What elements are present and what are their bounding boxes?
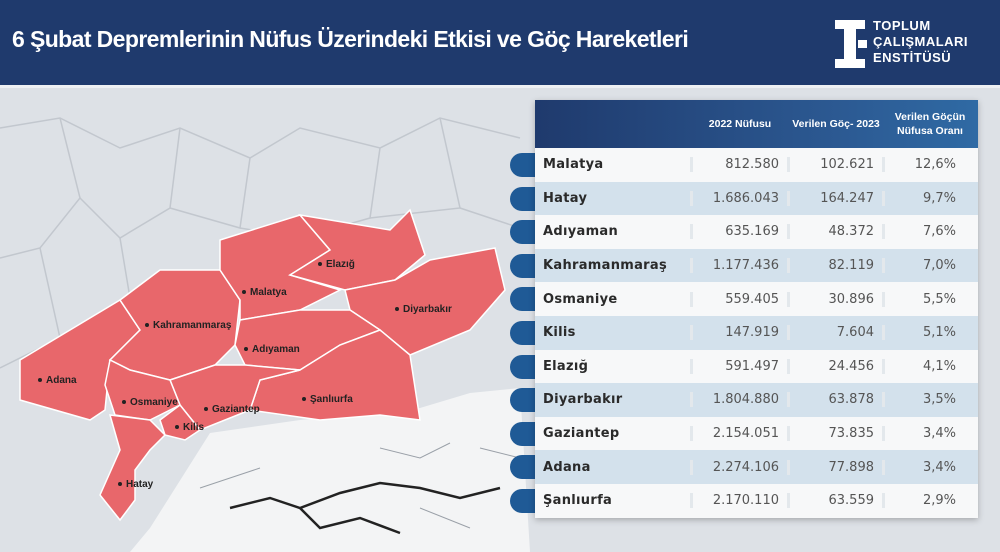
province-hatay — [99, 414, 167, 522]
cell-migration: 102.621 — [820, 157, 874, 173]
cell-population: 1.686.043 — [690, 190, 790, 206]
table-header: 2022 Nüfusu Verilen Göç- 2023 Verilen Gö… — [535, 100, 978, 148]
map-label-malatya: Malatya — [242, 287, 287, 298]
cell-province: Gaziantep — [543, 426, 620, 442]
table-row: Adana 2.274.106 77.898 3,4% — [535, 450, 978, 484]
minor-cracks — [199, 442, 521, 529]
cell-province: Şanlıurfa — [543, 493, 613, 509]
map: Elazığ Malatya Diyarbakır Kahramanmaraş … — [0, 88, 1000, 552]
cell-population: 2.274.106 — [690, 459, 790, 475]
logo-line: TOPLUM — [873, 18, 931, 33]
cell-population: 2.154.051 — [690, 426, 790, 442]
row-marker — [510, 186, 535, 211]
cell-population: 812.580 — [690, 157, 790, 173]
table-row: Şanlıurfa 2.170.110 63.559 2,9% — [535, 483, 978, 518]
map-shapes — [0, 117, 530, 552]
row-marker — [510, 455, 535, 480]
cell-migration: 82.119 — [828, 258, 875, 274]
cell-province: Diyarbakır — [543, 392, 623, 408]
map-label-adana: Adana — [38, 375, 77, 386]
table-row: Gaziantep 2.154.051 73.835 3,4% — [535, 416, 978, 451]
row-marker — [510, 421, 535, 446]
cell-migration: 30.896 — [828, 291, 875, 307]
row-marker — [510, 388, 535, 413]
col-header-province — [535, 100, 690, 148]
cell-population: 559.405 — [690, 291, 790, 307]
cell-migration: 24.456 — [828, 358, 875, 374]
cell-ratio: 12,6% — [882, 157, 978, 173]
logo-line: ÇALIŞMALARI — [873, 34, 969, 49]
cell-ratio: 3,4% — [882, 459, 978, 475]
logo-line: ENSTİTÜSÜ — [873, 50, 952, 65]
row-marker — [510, 489, 535, 513]
table-row: Kahramanmaraş 1.177.436 82.119 7,0% — [535, 248, 978, 283]
row-marker — [510, 287, 535, 312]
cell-ratio: 7,6% — [882, 224, 978, 240]
logo-mark-icon — [835, 20, 867, 68]
cell-migration: 73.835 — [828, 426, 875, 442]
cell-migration: 63.559 — [828, 493, 875, 509]
table-row: Malatya 812.580 102.621 12,6% — [535, 148, 978, 182]
cell-province: Kahramanmaraş — [543, 258, 667, 274]
cell-ratio: 3,4% — [882, 426, 978, 442]
cell-population: 635.169 — [690, 224, 790, 240]
row-marker — [510, 253, 535, 278]
cell-province: Adana — [543, 459, 591, 475]
map-label-sanliurfa: Şanlıurfa — [302, 394, 353, 405]
logo: TOPLUM ÇALIŞMALARI ENSTİTÜSÜ — [835, 18, 985, 72]
fault-lines — [229, 481, 501, 535]
col-header-population: 2022 Nüfusu — [708, 118, 772, 130]
map-label-hatay: Hatay — [118, 479, 153, 490]
cell-province: Adıyaman — [543, 224, 619, 240]
page-title: 6 Şubat Depremlerinin Nüfus Üzerindeki E… — [12, 26, 689, 52]
map-label-kilis: Kilis — [175, 422, 204, 433]
table-row: Kilis 147.919 7.604 5,1% — [535, 315, 978, 350]
cell-ratio: 3,5% — [882, 392, 978, 408]
map-label-kahramanmaras: Kahramanmaraş — [145, 320, 231, 331]
cell-population: 1.177.436 — [690, 258, 790, 274]
col-header-migration: Verilen Göç- 2023 — [792, 118, 880, 130]
cell-population: 147.919 — [690, 325, 790, 341]
map-label-gaziantep: Gaziantep — [204, 404, 260, 415]
row-marker — [510, 153, 535, 177]
cell-population: 591.497 — [690, 358, 790, 374]
cell-ratio: 5,5% — [882, 291, 978, 307]
cell-province: Malatya — [543, 157, 604, 173]
cell-migration: 164.247 — [820, 190, 874, 206]
cell-province: Kilis — [543, 325, 576, 341]
cell-migration: 63.878 — [828, 392, 875, 408]
header: 6 Şubat Depremlerinin Nüfus Üzerindeki E… — [0, 0, 1000, 88]
cell-ratio: 2,9% — [882, 493, 978, 509]
map-label-diyarbakir: Diyarbakır — [395, 304, 452, 315]
row-marker — [510, 220, 535, 245]
cell-population: 1.804.880 — [690, 392, 790, 408]
cell-province: Hatay — [543, 190, 588, 206]
cell-migration: 48.372 — [828, 224, 875, 240]
table-row: Elazığ 591.497 24.456 4,1% — [535, 349, 978, 384]
col-header-ratio: Verilen Göçün Nüfusa Oranı — [894, 111, 966, 137]
cell-ratio: 9,7% — [882, 190, 978, 206]
cell-ratio: 4,1% — [882, 358, 978, 374]
row-marker — [510, 321, 535, 345]
cell-province: Elazığ — [543, 358, 589, 374]
data-table: 2022 Nüfusu Verilen Göç- 2023 Verilen Gö… — [535, 100, 978, 518]
table-body: Malatya 812.580 102.621 12,6% Hatay 1.686.043… — [535, 148, 978, 518]
cell-migration: 7.604 — [836, 325, 874, 341]
table-row: Adıyaman 635.169 48.372 7,6% — [535, 215, 978, 249]
cell-province: Osmaniye — [543, 291, 618, 307]
map-label-adiyaman: Adıyaman — [244, 344, 300, 355]
map-label-osmaniye: Osmaniye — [122, 397, 178, 408]
row-marker — [510, 354, 535, 379]
map-label-elazig: Elazığ — [318, 259, 355, 270]
sea-area — [130, 388, 530, 552]
table-row: Osmaniye 559.405 30.896 5,5% — [535, 282, 978, 316]
cell-ratio: 7,0% — [882, 258, 978, 274]
table-row: Diyarbakır 1.804.880 63.878 3,5% — [535, 383, 978, 417]
cell-ratio: 5,1% — [882, 325, 978, 341]
cell-population: 2.170.110 — [690, 493, 790, 509]
cell-migration: 77.898 — [828, 459, 875, 475]
table-row: Hatay 1.686.043 164.247 9,7% — [535, 181, 978, 216]
